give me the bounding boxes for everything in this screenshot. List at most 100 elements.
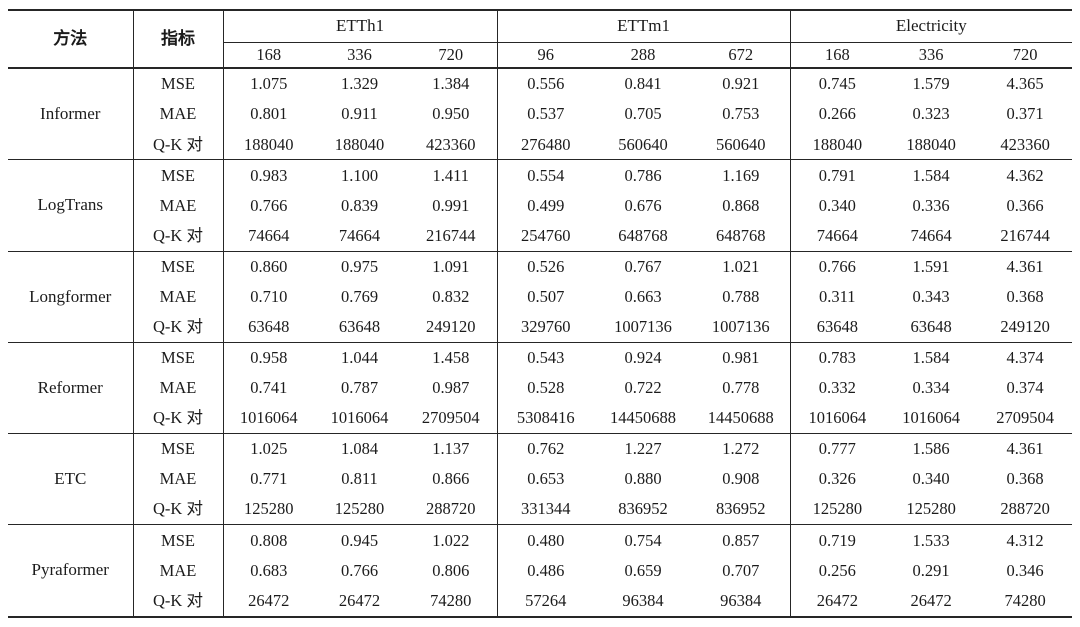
value-cell: 1.169	[692, 159, 791, 191]
value-cell: 2709504	[996, 408, 1054, 428]
method-name-cell: LogTrans	[8, 159, 134, 252]
period-header: 672	[692, 42, 791, 69]
table-row: Pyraformer MSE 0.808 0.945 1.022 0.480 0.754 0.…	[8, 524, 1073, 617]
value-cell: 0.663	[624, 286, 662, 306]
value-cell: 0.480	[497, 524, 595, 556]
value-cell: 1.411	[405, 159, 498, 191]
table-row: Q-K 对 188040 188040 423360 276480 560640 56064…	[8, 129, 1072, 160]
value-cell: 0.841	[594, 67, 693, 100]
metric-label-cell: Q-K 对	[133, 402, 224, 434]
metric-label-cell: MSE	[133, 433, 224, 465]
value-cell: 1.021	[692, 250, 791, 282]
value-cell: 0.676	[624, 195, 662, 215]
table-row: Q-K 对 74664 74664 216744 254760 648768 648768 7…	[8, 220, 1072, 252]
table-row: Longformer MSE 0.860 0.975 1.091 0.526 0.767 1.…	[8, 250, 1073, 343]
value-cell: 0.924	[594, 341, 693, 374]
value-cell: 1.091	[405, 250, 498, 282]
value-cell: 1.025	[223, 433, 314, 465]
value-cell: 0.832	[405, 281, 498, 312]
header-period-row: 168 336 720 96 288 672 168 336 720	[8, 42, 1073, 69]
table-header: 方法 指标 ETTh1 ETTm1 Electricity 168 336 72…	[8, 10, 1073, 69]
value-cell: 0.788	[692, 281, 791, 312]
value-cell: 0.323	[912, 104, 950, 124]
value-cell: 125280	[334, 499, 385, 519]
value-cell: 0.801	[250, 104, 288, 124]
value-cell: 188040	[906, 134, 956, 154]
value-cell: 1.584	[884, 159, 979, 191]
metric-label-cell: MAE	[133, 464, 224, 495]
value-cell: 4.374	[978, 341, 1073, 374]
value-cell: 0.791	[790, 159, 885, 191]
value-cell: 0.334	[912, 378, 950, 398]
value-cell: 57264	[525, 590, 567, 610]
value-cell: 0.908	[692, 464, 791, 495]
metric-label-cell: Q-K 对	[133, 220, 224, 252]
value-cell: 216744	[405, 220, 498, 252]
metric-label-cell: MSE	[133, 341, 224, 374]
value-cell: 0.839	[340, 195, 379, 215]
value-cell: 0.507	[527, 286, 565, 306]
value-cell: 0.983	[223, 159, 314, 191]
value-cell: 1.044	[314, 341, 405, 374]
value-cell: 0.543	[497, 341, 595, 374]
value-cell: 0.981	[692, 341, 791, 374]
value-cell: 14450688	[610, 408, 677, 428]
value-cell: 0.526	[497, 250, 595, 282]
value-cell: 1016064	[808, 408, 867, 428]
value-cell: 0.806	[405, 555, 498, 586]
period-header: 96	[497, 42, 595, 69]
value-cell: 423360	[405, 129, 498, 160]
value-cell: 0.945	[314, 524, 405, 556]
dataset-header-ettm1: ETTm1	[497, 10, 791, 43]
metric-label-cell: MSE	[133, 159, 224, 191]
value-cell: 0.911	[341, 104, 378, 124]
table-row: MAE 0.683 0.766 0.806 0.486 0.659 0.707 0.256 0.…	[8, 555, 1072, 586]
period-header: 336	[314, 42, 405, 69]
metric-column-header: 指标	[133, 10, 224, 69]
value-cell: 0.766	[790, 250, 885, 282]
value-cell: 0.860	[223, 250, 314, 282]
value-cell: 0.707	[692, 555, 791, 586]
value-cell: 0.343	[912, 286, 950, 306]
value-cell: 0.741	[250, 378, 288, 398]
value-cell: 125280	[244, 499, 294, 519]
value-cell: 0.653	[527, 469, 565, 489]
value-cell: 4.362	[978, 159, 1073, 191]
table-row: MAE 0.710 0.769 0.832 0.507 0.663 0.788 0.311 0.…	[8, 281, 1072, 312]
value-cell: 1.329	[314, 67, 405, 100]
metric-label-cell: Q-K 对	[133, 311, 224, 343]
value-cell: 63648	[816, 316, 858, 336]
value-cell: 74664	[910, 225, 952, 245]
value-cell: 74280	[1004, 590, 1046, 610]
value-cell: 249120	[1000, 316, 1050, 336]
value-cell: 0.528	[527, 378, 565, 398]
value-cell: 188040	[334, 134, 385, 154]
value-cell: 254760	[521, 225, 571, 245]
value-cell: 0.256	[818, 560, 856, 580]
value-cell: 1.591	[884, 250, 979, 282]
value-cell: 329760	[521, 316, 571, 336]
metric-label-cell: MSE	[133, 67, 224, 100]
value-cell: 0.368	[1006, 469, 1044, 489]
value-cell: 1.533	[884, 524, 979, 556]
value-cell: 0.811	[341, 469, 378, 489]
value-cell: 4.312	[978, 524, 1073, 556]
value-cell: 0.499	[527, 195, 565, 215]
value-cell: 0.975	[314, 250, 405, 282]
metric-label-cell: MSE	[133, 524, 224, 556]
period-header: 168	[223, 42, 314, 69]
period-header: 288	[594, 42, 693, 69]
value-cell: 0.486	[527, 560, 565, 580]
value-cell: 2709504	[405, 402, 498, 434]
value-cell: 74280	[405, 585, 498, 617]
value-cell: 4.361	[978, 433, 1073, 465]
value-cell: 423360	[1000, 134, 1050, 154]
value-cell: 836952	[692, 494, 791, 525]
value-cell: 0.340	[818, 195, 856, 215]
table-row: MAE 0.801 0.911 0.950 0.537 0.705 0.753 0.266 0.…	[8, 99, 1072, 130]
value-cell: 0.783	[790, 341, 885, 374]
value-cell: 1.227	[594, 433, 693, 465]
value-cell: 1.075	[223, 67, 314, 100]
value-cell: 0.866	[405, 464, 498, 495]
